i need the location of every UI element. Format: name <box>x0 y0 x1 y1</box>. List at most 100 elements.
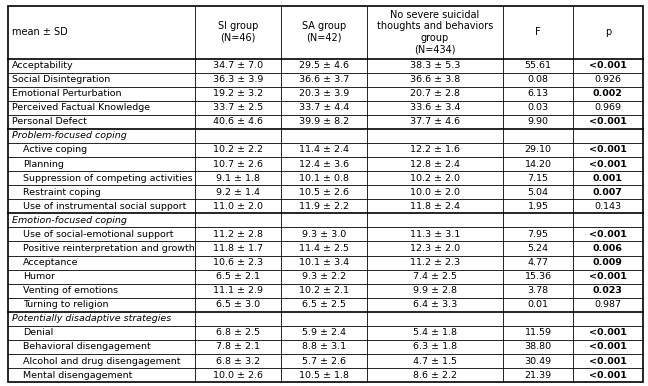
Text: p: p <box>605 27 611 37</box>
Text: 5.24: 5.24 <box>527 244 549 253</box>
Text: SI group
(N=46): SI group (N=46) <box>218 21 258 43</box>
Text: 7.15: 7.15 <box>527 174 549 183</box>
Text: <0.001: <0.001 <box>589 230 627 239</box>
Text: Mental disengagement: Mental disengagement <box>23 371 133 379</box>
Text: Acceptance: Acceptance <box>23 258 79 267</box>
Text: 29.5 ± 4.6: 29.5 ± 4.6 <box>299 61 349 70</box>
Text: 11.1 ± 2.9: 11.1 ± 2.9 <box>213 286 263 295</box>
Text: Denial: Denial <box>23 328 54 337</box>
Text: <0.001: <0.001 <box>589 117 627 126</box>
Text: Behavioral disengagement: Behavioral disengagement <box>23 342 151 352</box>
Text: 11.0 ± 2.0: 11.0 ± 2.0 <box>213 202 263 211</box>
Text: <0.001: <0.001 <box>589 61 627 70</box>
Text: 10.2 ± 2.0: 10.2 ± 2.0 <box>410 174 460 183</box>
Text: 11.4 ± 2.4: 11.4 ± 2.4 <box>299 146 349 154</box>
Text: 55.61: 55.61 <box>524 61 551 70</box>
Text: Emotion-focused coping: Emotion-focused coping <box>12 216 126 225</box>
Text: 7.8 ± 2.1: 7.8 ± 2.1 <box>216 342 260 352</box>
Text: 7.4 ± 2.5: 7.4 ± 2.5 <box>413 272 457 281</box>
Text: 5.4 ± 1.8: 5.4 ± 1.8 <box>413 328 457 337</box>
Text: 21.39: 21.39 <box>524 371 551 379</box>
Text: 38.3 ± 5.3: 38.3 ± 5.3 <box>410 61 460 70</box>
Text: Personal Defect: Personal Defect <box>12 117 87 126</box>
Text: 5.04: 5.04 <box>527 188 549 197</box>
Text: <0.001: <0.001 <box>589 357 627 366</box>
Text: 10.5 ± 1.8: 10.5 ± 1.8 <box>299 371 349 379</box>
Text: 5.7 ± 2.6: 5.7 ± 2.6 <box>302 357 346 366</box>
Text: 36.3 ± 3.9: 36.3 ± 3.9 <box>213 75 263 84</box>
Text: Planning: Planning <box>23 159 64 169</box>
Text: 33.7 ± 2.5: 33.7 ± 2.5 <box>213 103 263 112</box>
Text: 6.5 ± 3.0: 6.5 ± 3.0 <box>216 300 260 309</box>
Text: 11.2 ± 2.8: 11.2 ± 2.8 <box>213 230 263 239</box>
Text: 10.0 ± 2.0: 10.0 ± 2.0 <box>410 188 460 197</box>
Text: <0.001: <0.001 <box>589 371 627 379</box>
Text: 37.7 ± 4.6: 37.7 ± 4.6 <box>410 117 460 126</box>
Text: 10.1 ± 3.4: 10.1 ± 3.4 <box>299 258 349 267</box>
Text: Acceptability: Acceptability <box>12 61 73 70</box>
Text: 9.90: 9.90 <box>527 117 549 126</box>
Text: 34.7 ± 7.0: 34.7 ± 7.0 <box>213 61 263 70</box>
Text: 0.006: 0.006 <box>593 244 623 253</box>
Text: 6.13: 6.13 <box>527 89 549 98</box>
Text: 0.969: 0.969 <box>594 103 621 112</box>
Text: 10.6 ± 2.3: 10.6 ± 2.3 <box>213 258 263 267</box>
Text: Turning to religion: Turning to religion <box>23 300 109 309</box>
Text: Emotional Perturbation: Emotional Perturbation <box>12 89 121 98</box>
Text: 6.3 ± 1.8: 6.3 ± 1.8 <box>413 342 457 352</box>
Text: 10.5 ± 2.6: 10.5 ± 2.6 <box>299 188 349 197</box>
Text: 4.7 ± 1.5: 4.7 ± 1.5 <box>413 357 457 366</box>
Text: 10.2 ± 2.2: 10.2 ± 2.2 <box>213 146 263 154</box>
Text: 10.2 ± 2.1: 10.2 ± 2.1 <box>299 286 349 295</box>
Text: 30.49: 30.49 <box>524 357 551 366</box>
Text: Problem-focused coping: Problem-focused coping <box>12 131 126 141</box>
Text: 11.4 ± 2.5: 11.4 ± 2.5 <box>299 244 349 253</box>
Text: 39.9 ± 8.2: 39.9 ± 8.2 <box>299 117 349 126</box>
Text: 8.8 ± 3.1: 8.8 ± 3.1 <box>302 342 346 352</box>
Text: Active coping: Active coping <box>23 146 87 154</box>
Text: 9.1 ± 1.8: 9.1 ± 1.8 <box>216 174 260 183</box>
Text: 20.7 ± 2.8: 20.7 ± 2.8 <box>410 89 460 98</box>
Text: 38.80: 38.80 <box>524 342 551 352</box>
Text: 10.0 ± 2.6: 10.0 ± 2.6 <box>213 371 263 379</box>
Text: 14.20: 14.20 <box>524 159 551 169</box>
Text: Social Disintegration: Social Disintegration <box>12 75 110 84</box>
Text: 6.8 ± 2.5: 6.8 ± 2.5 <box>216 328 260 337</box>
Text: 6.5 ± 2.1: 6.5 ± 2.1 <box>216 272 260 281</box>
Text: 6.8 ± 3.2: 6.8 ± 3.2 <box>216 357 260 366</box>
Text: Suppression of competing activities: Suppression of competing activities <box>23 174 193 183</box>
Text: 1.95: 1.95 <box>527 202 549 211</box>
Text: 29.10: 29.10 <box>524 146 551 154</box>
Text: 4.77: 4.77 <box>527 258 549 267</box>
Text: Use of instrumental social support: Use of instrumental social support <box>23 202 187 211</box>
Text: SA group
(N=42): SA group (N=42) <box>301 21 346 43</box>
Text: 5.9 ± 2.4: 5.9 ± 2.4 <box>302 328 346 337</box>
Text: <0.001: <0.001 <box>589 328 627 337</box>
Text: <0.001: <0.001 <box>589 146 627 154</box>
Text: 0.009: 0.009 <box>593 258 623 267</box>
Text: 19.2 ± 3.2: 19.2 ± 3.2 <box>213 89 263 98</box>
Text: 9.9 ± 2.8: 9.9 ± 2.8 <box>413 286 457 295</box>
Text: 0.01: 0.01 <box>527 300 549 309</box>
Text: Humor: Humor <box>23 272 55 281</box>
Text: 0.143: 0.143 <box>594 202 621 211</box>
Text: 9.2 ± 1.4: 9.2 ± 1.4 <box>216 188 260 197</box>
Text: Restraint coping: Restraint coping <box>23 188 101 197</box>
Text: 12.4 ± 3.6: 12.4 ± 3.6 <box>299 159 349 169</box>
Text: <0.001: <0.001 <box>589 342 627 352</box>
Text: Positive reinterpretation and growth: Positive reinterpretation and growth <box>23 244 195 253</box>
Text: Use of social-emotional support: Use of social-emotional support <box>23 230 174 239</box>
Text: 0.001: 0.001 <box>593 174 623 183</box>
Text: 9.3 ± 2.2: 9.3 ± 2.2 <box>302 272 346 281</box>
Text: 0.023: 0.023 <box>593 286 623 295</box>
Text: 0.926: 0.926 <box>594 75 621 84</box>
Text: 11.9 ± 2.2: 11.9 ± 2.2 <box>299 202 349 211</box>
Text: 7.95: 7.95 <box>527 230 549 239</box>
Text: Perceived Factual Knowledge: Perceived Factual Knowledge <box>12 103 150 112</box>
Text: 0.987: 0.987 <box>594 300 621 309</box>
Text: 10.7 ± 2.6: 10.7 ± 2.6 <box>213 159 263 169</box>
Text: 0.03: 0.03 <box>527 103 549 112</box>
Text: 11.8 ± 2.4: 11.8 ± 2.4 <box>410 202 460 211</box>
Text: 0.08: 0.08 <box>527 75 549 84</box>
Text: 33.7 ± 4.4: 33.7 ± 4.4 <box>299 103 349 112</box>
